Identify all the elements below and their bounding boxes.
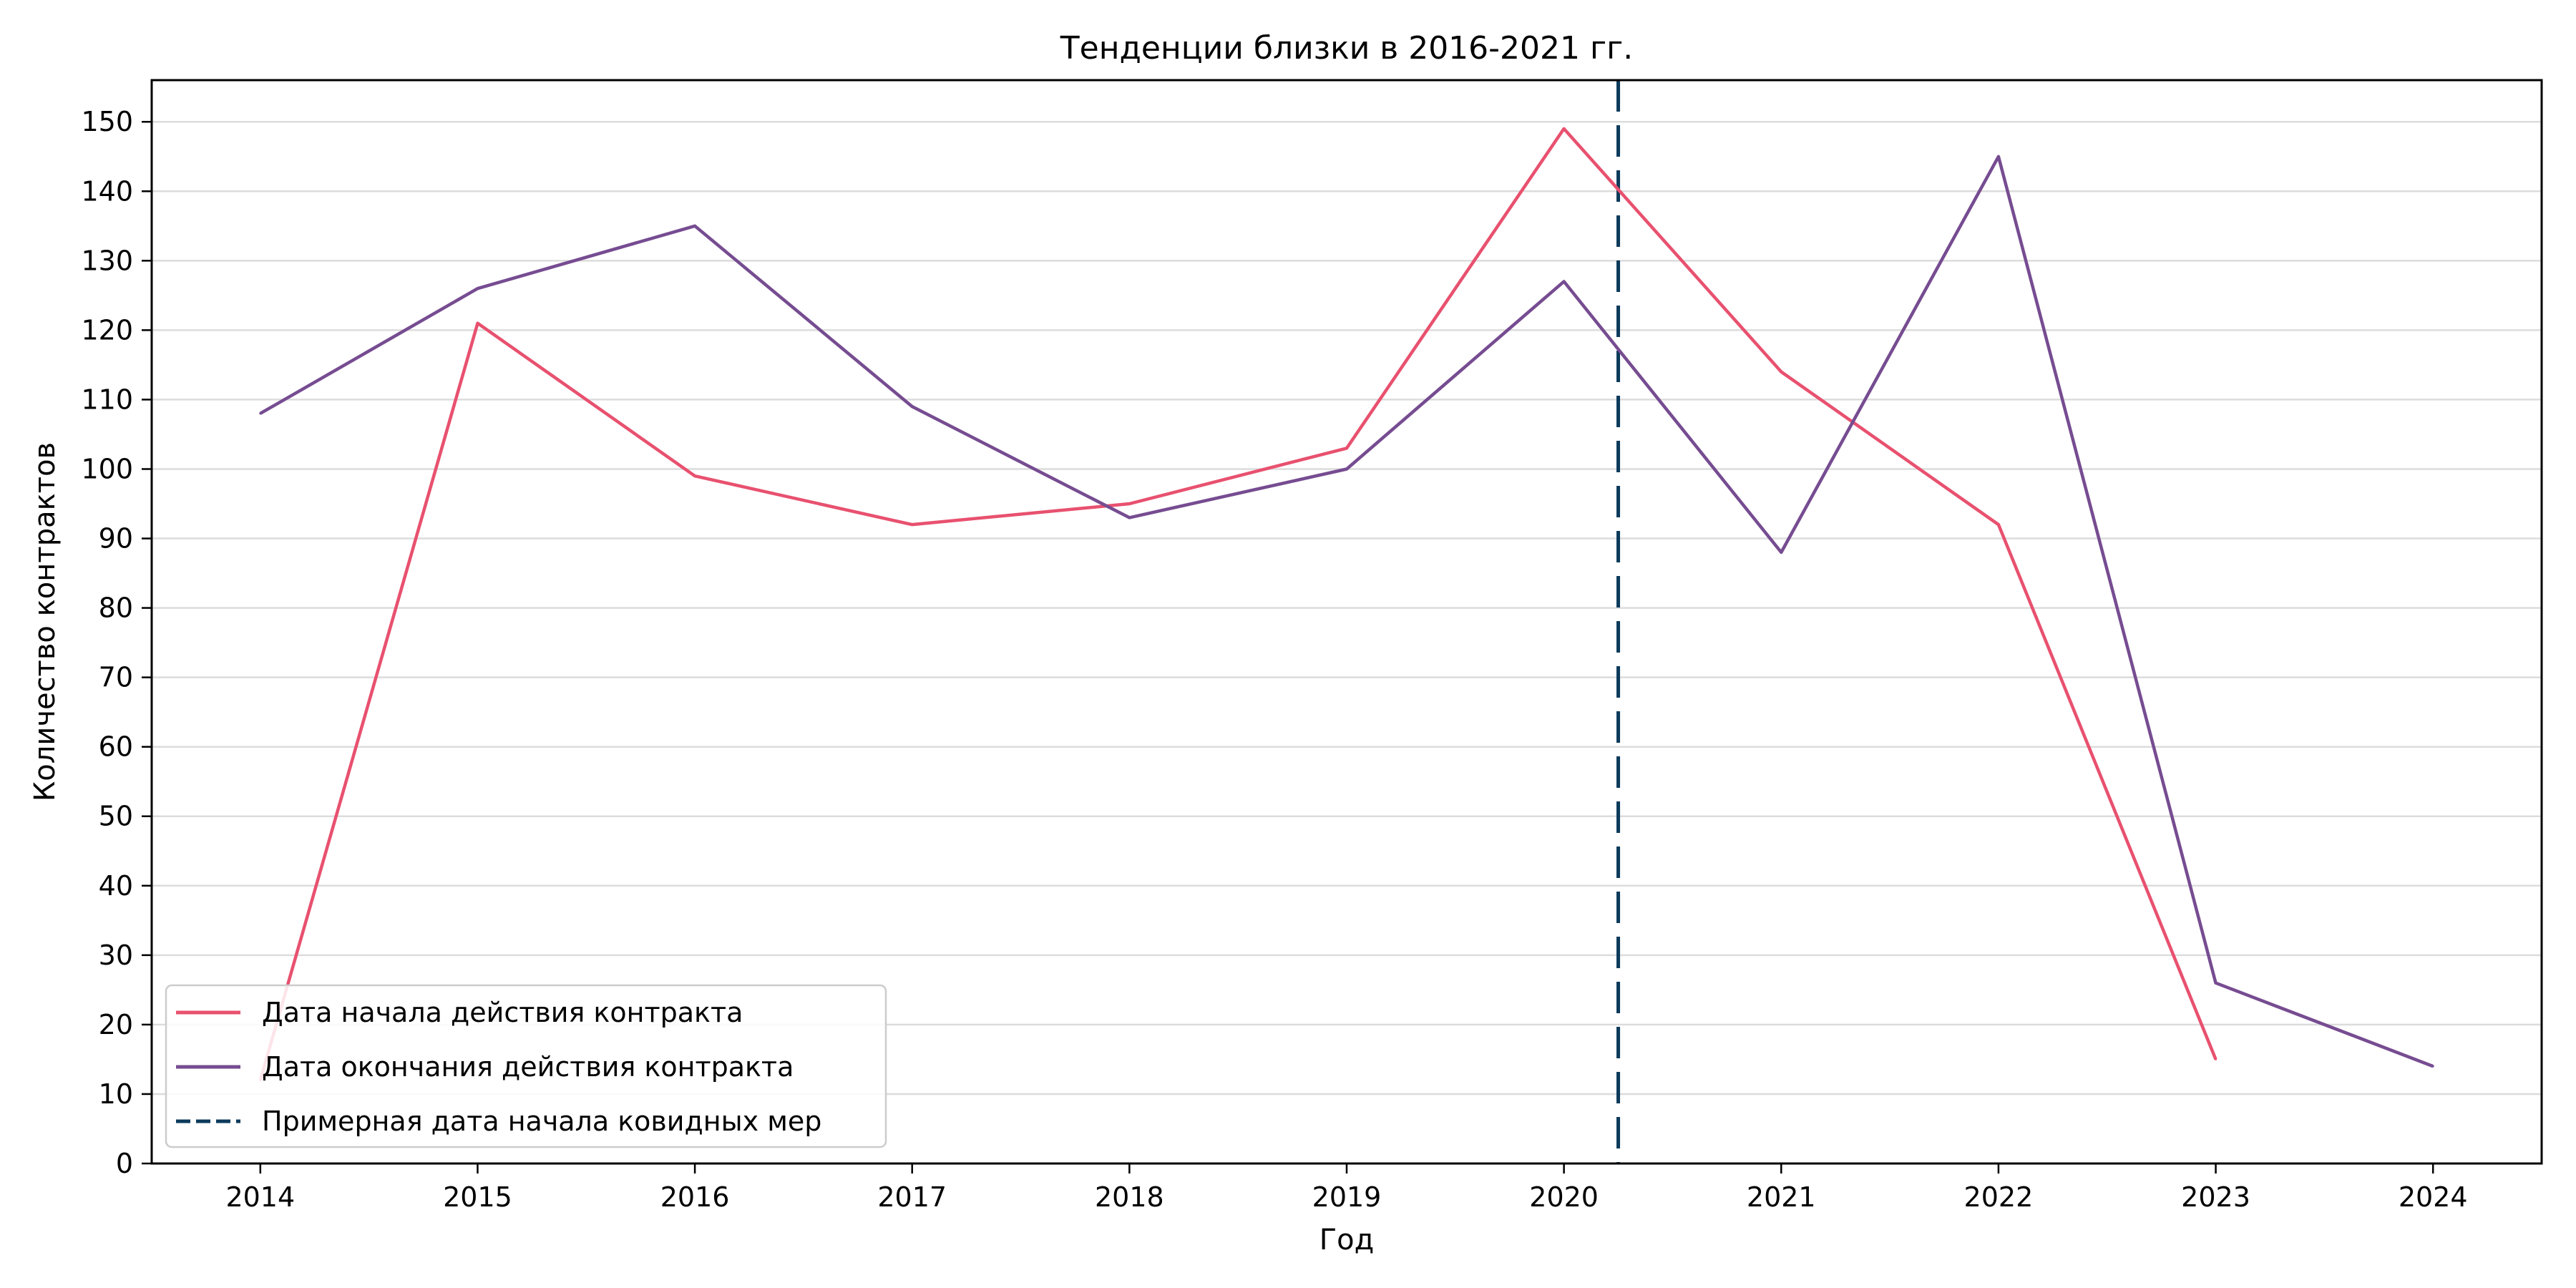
y-tick-label: 70 — [99, 662, 133, 693]
legend-label: Дата начала действия контракта — [262, 997, 743, 1028]
series-lines — [258, 127, 2434, 1082]
y-tick-label: 130 — [81, 245, 133, 276]
legend-label: Дата окончания действия контракта — [262, 1051, 794, 1083]
data-point — [2215, 1058, 2218, 1060]
x-tick-label: 2021 — [1747, 1181, 1816, 1213]
chart-title: Тенденции близки в 2016-2021 гг. — [1060, 30, 1633, 67]
y-tick-label: 150 — [81, 106, 133, 137]
y-tick-label: 140 — [81, 175, 133, 207]
data-point — [693, 474, 696, 477]
y-tick-label: 40 — [99, 870, 133, 902]
data-point — [911, 405, 914, 408]
legend: Дата начала действия контракта Дата оконч… — [165, 984, 887, 1148]
data-point — [1997, 155, 2000, 158]
y-tick-label: 80 — [99, 592, 133, 624]
data-point — [1128, 502, 1131, 505]
data-point — [1563, 127, 1566, 130]
y-tick-label: 60 — [99, 731, 133, 763]
data-point — [1345, 447, 1348, 449]
y-tick-label: 10 — [99, 1078, 133, 1110]
data-point — [476, 322, 479, 325]
data-point — [693, 225, 696, 228]
y-tick-label: 50 — [99, 801, 133, 832]
data-point — [1780, 551, 1782, 554]
x-tick-label: 2020 — [1529, 1181, 1599, 1213]
x-tick-label: 2022 — [1964, 1181, 2034, 1213]
x-axis-ticks: 2014 2015 2016 2017 2018 2019 2020 2021 2022 2023… — [225, 1163, 2468, 1213]
legend-label: Примерная дата начала ковидных мер — [262, 1106, 821, 1137]
y-axis-ticks: 0 10 20 30 40 50 60 70 80 90 100 110 120 130 140 150 — [81, 106, 152, 1179]
data-point — [2215, 982, 2218, 985]
y-axis-label: Количество контрактов — [29, 442, 62, 801]
y-tick-label: 30 — [99, 940, 133, 971]
data-point — [2431, 1065, 2434, 1068]
x-axis-label: Год — [1319, 1224, 1375, 1257]
grid-lines — [152, 120, 2542, 1096]
y-tick-label: 20 — [99, 1009, 133, 1040]
legend-box — [165, 984, 887, 1148]
y-tick-label: 90 — [99, 523, 133, 555]
y-tick-label: 100 — [81, 453, 133, 484]
data-point — [911, 523, 914, 526]
x-tick-label: 2016 — [660, 1181, 730, 1213]
series-line-2 — [259, 155, 2434, 1068]
data-point — [1780, 371, 1782, 374]
data-point — [1345, 467, 1348, 470]
x-tick-label: 2023 — [2181, 1181, 2250, 1213]
x-tick-label: 2024 — [2399, 1181, 2468, 1213]
y-tick-label: 120 — [81, 314, 133, 346]
x-tick-label: 2014 — [225, 1181, 295, 1213]
x-tick-label: 2019 — [1312, 1181, 1382, 1213]
x-tick-label: 2015 — [443, 1181, 512, 1213]
y-tick-label: 110 — [81, 384, 133, 415]
data-point — [259, 412, 262, 415]
data-point — [1128, 516, 1131, 519]
y-tick-label: 0 — [116, 1148, 133, 1179]
data-point — [1563, 280, 1566, 283]
x-tick-label: 2018 — [1095, 1181, 1164, 1213]
series-line-1 — [258, 127, 2218, 1081]
data-point — [476, 287, 479, 290]
data-point — [1997, 523, 2000, 526]
x-tick-label: 2017 — [877, 1181, 947, 1213]
